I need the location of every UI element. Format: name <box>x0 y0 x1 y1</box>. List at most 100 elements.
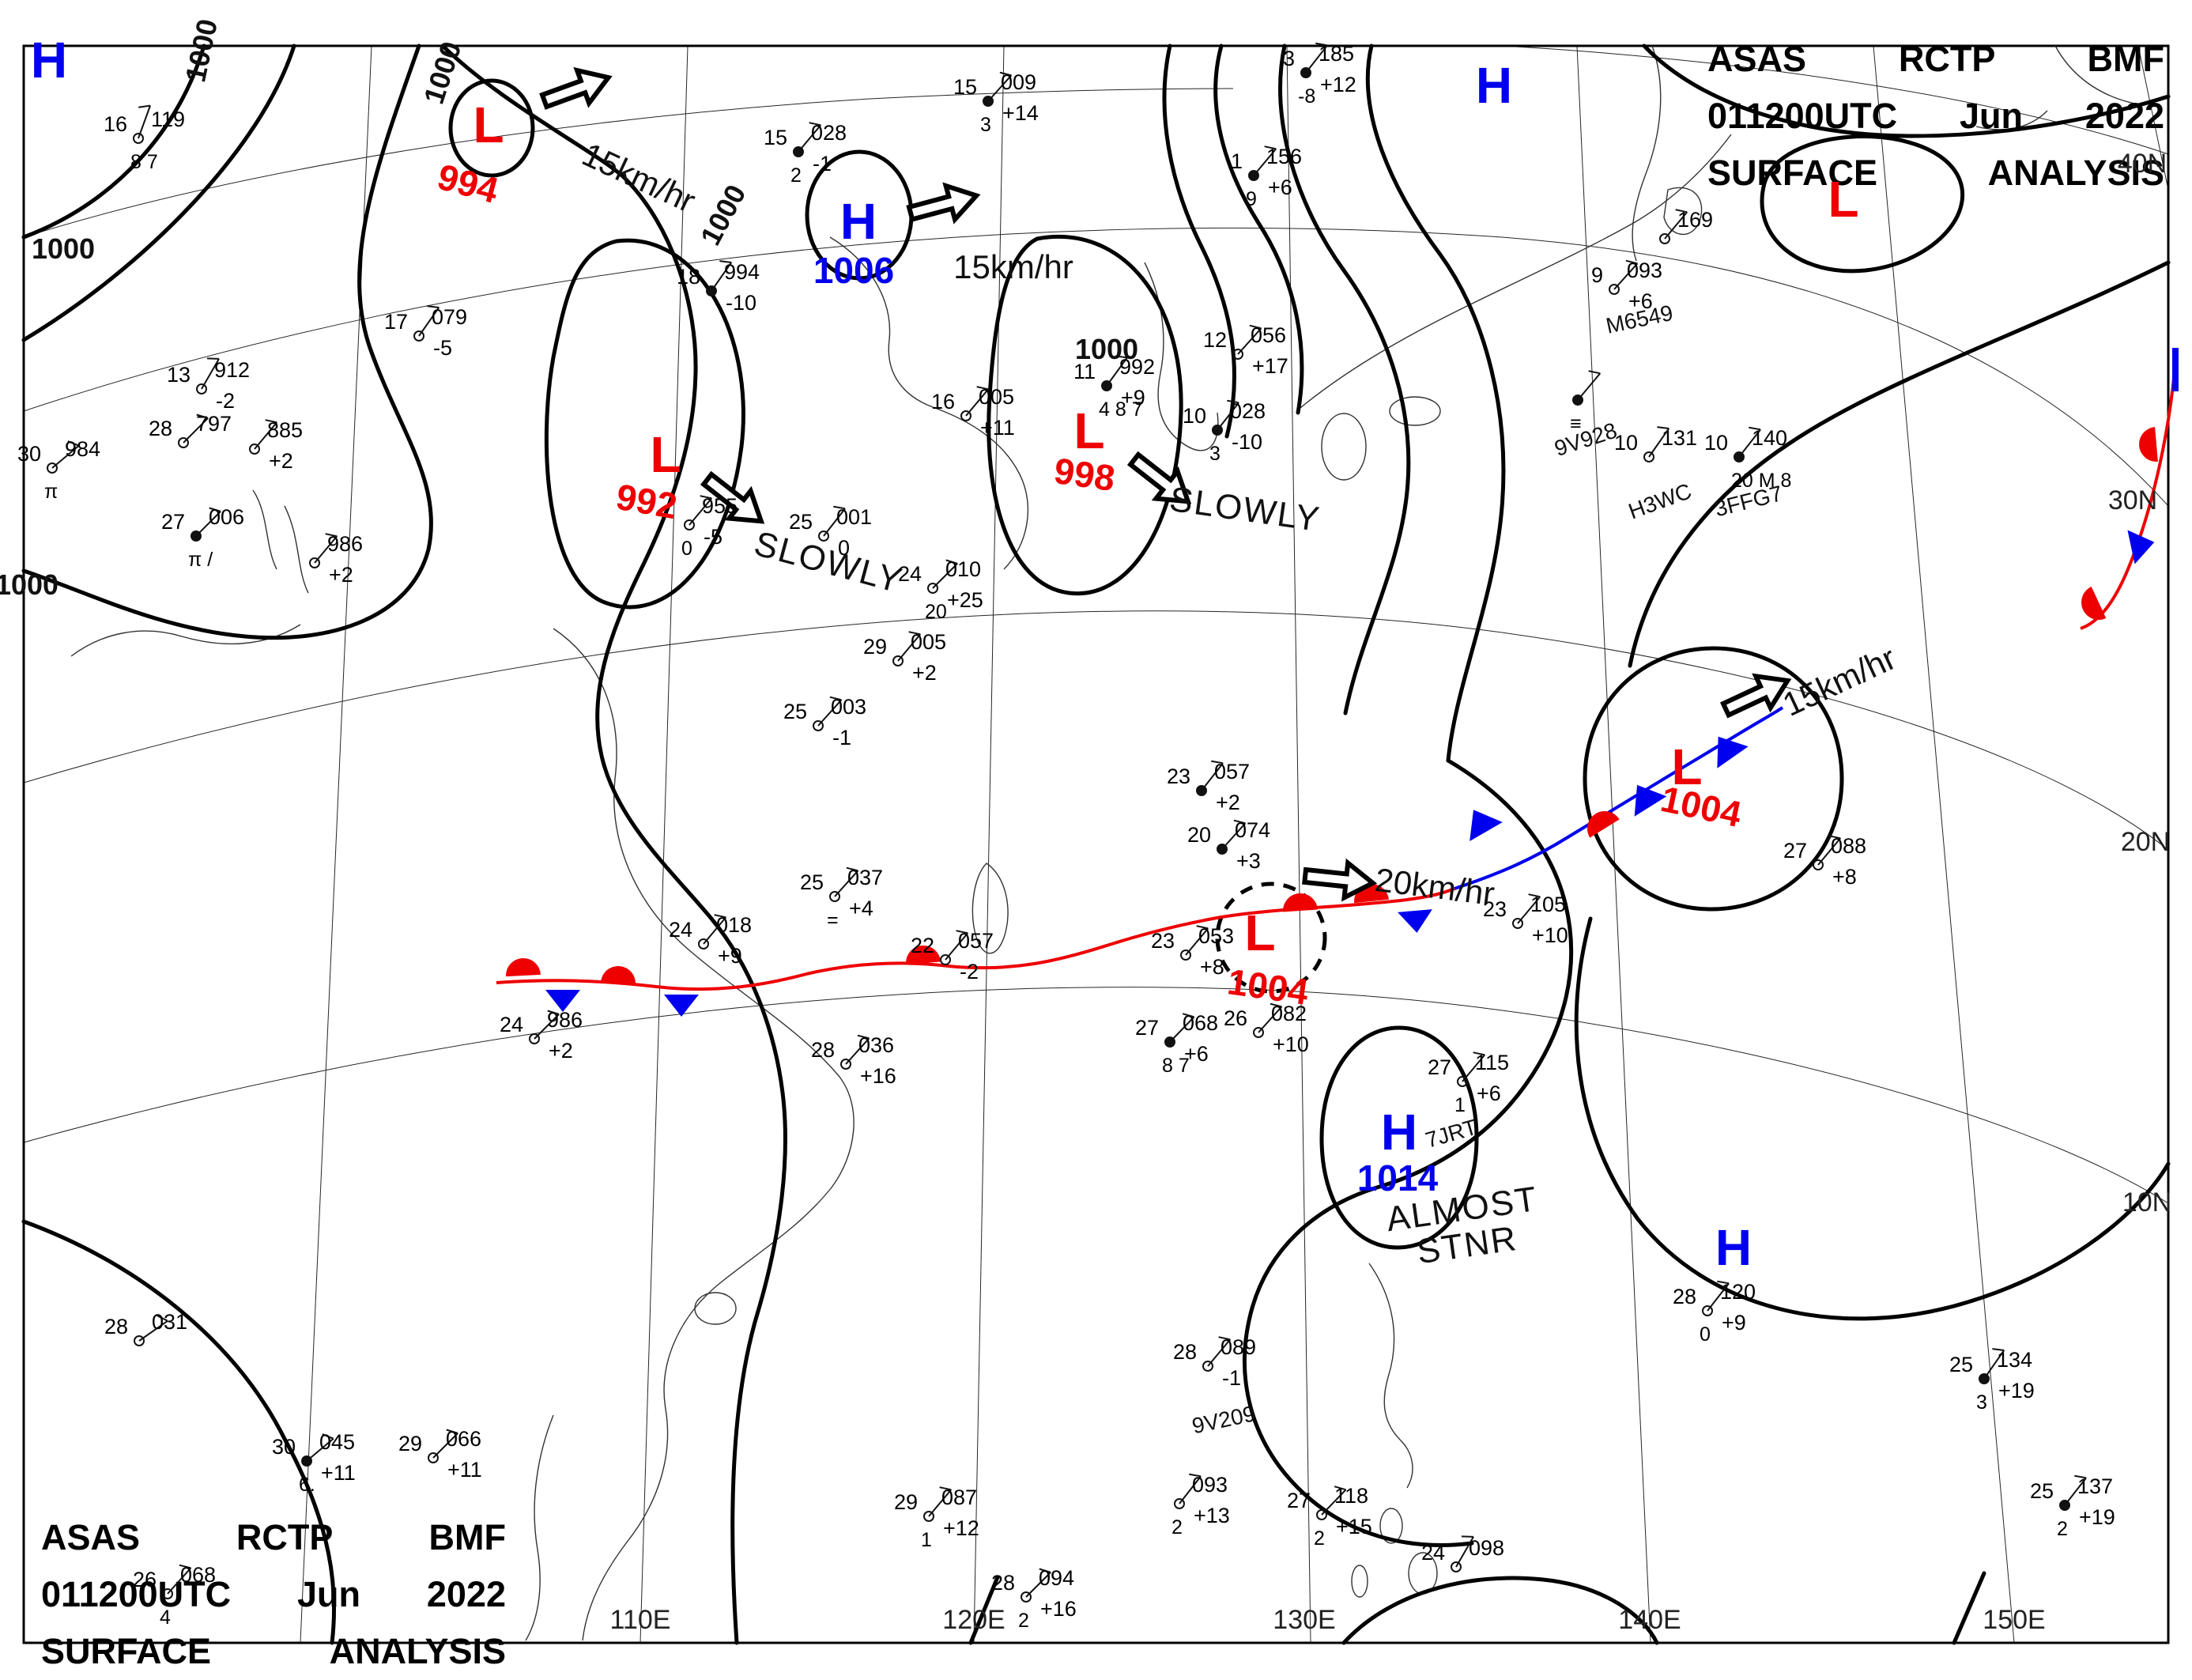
station-temperature: 16 <box>930 390 955 413</box>
station-circle-icon <box>940 954 951 965</box>
station-weather: 2 <box>1171 1516 1183 1538</box>
isobar <box>21 43 433 640</box>
low-center-marker: L <box>473 96 504 153</box>
station-pressure: 089 <box>1221 1335 1257 1359</box>
arrow-l994 <box>539 66 613 110</box>
station-weather: 3 <box>980 114 991 136</box>
isobar <box>1628 260 2171 668</box>
center-pressure-value: 1014 <box>1356 1157 1439 1199</box>
station-pressure: 003 <box>831 695 867 719</box>
station-pressure-tendency: +6 <box>1628 289 1653 313</box>
longitude-label: 120E <box>942 1605 1005 1636</box>
station-weather: 2 <box>1314 1527 1325 1550</box>
station-pressure-tendency: +3 <box>1236 849 1261 873</box>
station-circle-icon <box>698 938 709 949</box>
station-circle-icon <box>1702 1305 1713 1316</box>
arrow-h1006 <box>906 182 981 225</box>
graticule <box>23 45 2169 1644</box>
station-pressure: 087 <box>941 1486 978 1509</box>
station-weather: = <box>827 909 839 931</box>
station-pressure-tendency: +17 <box>1252 354 1288 378</box>
isobar <box>21 43 296 342</box>
station-temperature: 28 <box>104 1315 128 1338</box>
coastline-luzon <box>1368 1263 1413 1489</box>
station-pressure-tendency: -1 <box>813 152 832 176</box>
motion-arrows <box>539 66 1792 902</box>
station-pressure: 036 <box>858 1033 895 1057</box>
latitude-label: 10N <box>2122 1187 2172 1218</box>
station-pressure: 056 <box>1251 323 1287 347</box>
station-pressure: 105 <box>1530 893 1567 916</box>
station-pressure-tendency: +19 <box>1998 1379 2035 1403</box>
high-center-marker: H <box>1715 1219 1752 1276</box>
title-block-top-right: ASAS RCTP BMF 011200UTC Jun 2022 SURFACE… <box>1707 41 2164 212</box>
coastline-island <box>1351 1565 1368 1598</box>
isobar-l-topright <box>1760 134 1964 274</box>
station-pressure: 001 <box>836 505 873 529</box>
station-pressure: 797 <box>196 412 232 436</box>
station-pressure: 120 <box>1720 1280 1756 1304</box>
station-temperature: 30 <box>17 442 41 466</box>
station-circle-icon <box>840 1059 851 1070</box>
station-pressure: 098 <box>1469 1536 1505 1560</box>
station-weather: 9 <box>1246 188 1257 210</box>
station-pressure-tendency: +11 <box>447 1458 482 1482</box>
title-line: SURFACE ANALYSIS <box>41 1631 506 1671</box>
station-weather: 4 8 7 <box>1099 398 1143 421</box>
low-center-marker: L <box>1828 171 1859 228</box>
fronts <box>496 348 2179 1017</box>
station-temperature: 29 <box>398 1432 422 1455</box>
station-pressure: 094 <box>1039 1566 1075 1590</box>
station-temperature: 12 <box>1202 328 1227 352</box>
station-temperature: 10 <box>1182 404 1206 428</box>
isobar <box>1952 1571 1986 1645</box>
title-line: SURFACE ANALYSIS <box>1707 153 2164 193</box>
station-circle-icon <box>1316 1509 1327 1520</box>
station-temperature: 28 <box>1172 1340 1197 1364</box>
station-weather: ≡ <box>1570 413 1582 435</box>
parallel-30n <box>23 227 2169 507</box>
isobar-l994 <box>448 78 535 178</box>
station-pressure: 066 <box>446 1427 482 1451</box>
low-center-marker: L <box>1671 738 1703 795</box>
isobar <box>21 43 206 240</box>
station-temperature: 11 <box>1073 360 1096 383</box>
station-weather: 0 <box>1700 1323 1711 1346</box>
latitude-label: 40N <box>2117 149 2167 179</box>
low-center-marker: L <box>1073 402 1105 459</box>
longitude-label: 140E <box>1618 1605 1681 1636</box>
station-circle-icon <box>1609 284 1620 295</box>
station-temperature: 29 <box>862 635 887 659</box>
station-circle-icon <box>1202 1361 1213 1372</box>
station-pressure: 955 <box>702 494 738 518</box>
station-pressure-tendency: +16 <box>860 1064 896 1088</box>
station-pressure-tendency: +9 <box>718 944 742 968</box>
station-circle-icon <box>1174 1498 1185 1509</box>
isobar-l998 <box>987 235 1183 596</box>
high-center-marker: H <box>30 32 68 89</box>
parallel-50n <box>23 88 1234 238</box>
isobar-label: 1000 <box>1074 333 1139 366</box>
station-pressure: 093 <box>1192 1473 1228 1497</box>
station-weather: -8 <box>1298 85 1316 108</box>
station-temperature: 26 <box>1223 1006 1247 1030</box>
terrain-lines <box>70 489 309 657</box>
station-pressure-tendency: +10 <box>1532 923 1568 947</box>
station-temperature: 24 <box>1420 1541 1445 1565</box>
station-pressure: 912 <box>214 358 251 382</box>
station-circle-icon <box>47 462 58 474</box>
station-weather: 4 <box>160 1606 171 1629</box>
station-weather: π <box>44 481 58 503</box>
station-temperature: 3 <box>1282 47 1295 70</box>
isobar-1000 <box>440 43 787 1645</box>
station-weather: 2 <box>2057 1518 2068 1540</box>
station-temperature: 9 <box>1590 263 1603 287</box>
coastline-hokkaido <box>1663 187 1703 235</box>
station-pressure: 009 <box>1001 70 1037 94</box>
station-circle-icon <box>1813 859 1824 870</box>
station-pressure-tendency: +8 <box>1200 955 1224 979</box>
station-circle-icon <box>162 1588 173 1599</box>
station-pressure: 005 <box>911 630 947 654</box>
station-pressure: 005 <box>979 385 1015 409</box>
